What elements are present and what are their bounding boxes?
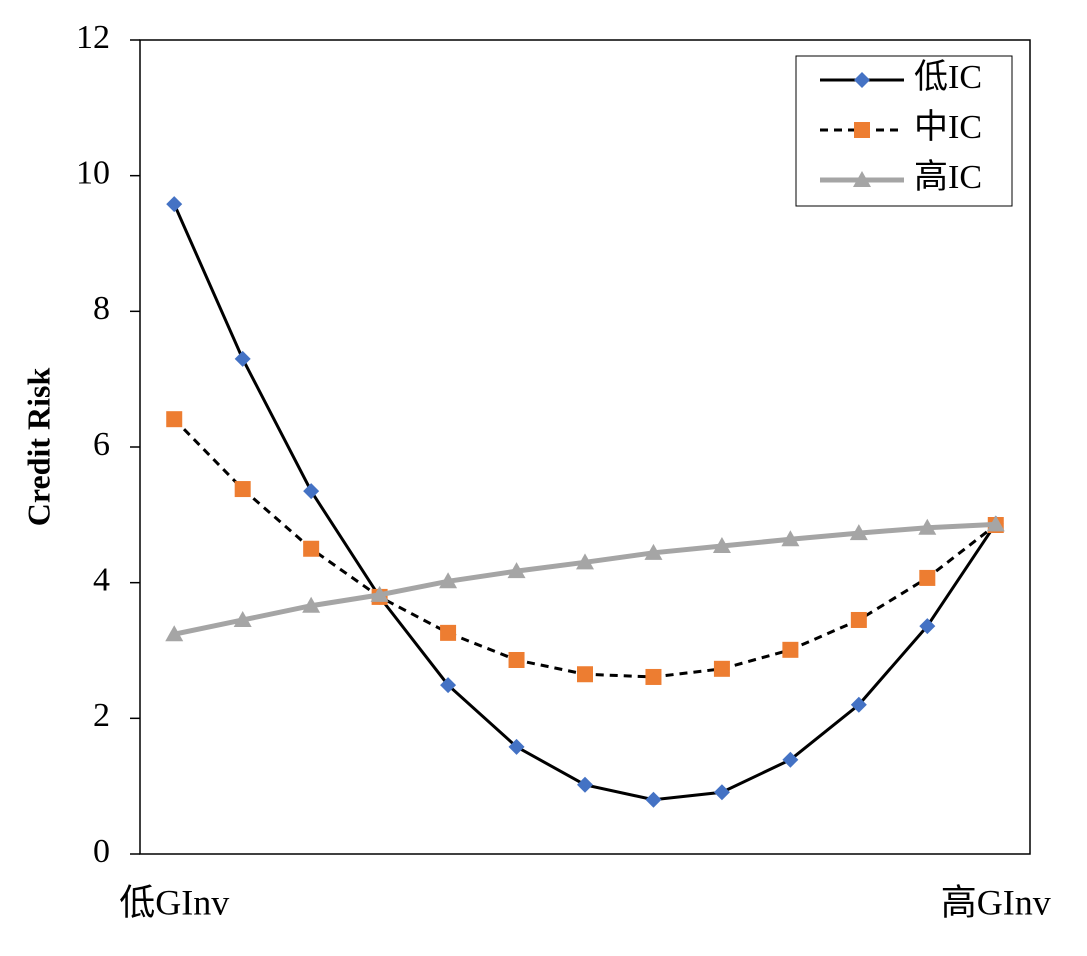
- data-point: [850, 611, 867, 628]
- data-point: [234, 481, 251, 498]
- data-point: [303, 483, 320, 500]
- data-point: [440, 624, 457, 641]
- y-axis-title: Credit Risk: [20, 368, 56, 527]
- legend: 低IC 中IC 高IC: [795, 55, 1013, 207]
- y-tick-label: 2: [93, 697, 110, 734]
- legend-label: 高IC: [914, 158, 982, 196]
- data-point: [303, 540, 320, 557]
- legend-marker: [854, 122, 870, 138]
- data-point: [508, 651, 525, 668]
- y-tick-label: 4: [93, 561, 110, 598]
- legend-label: 中IC: [914, 108, 982, 146]
- data-point: [919, 618, 936, 635]
- data-point: [782, 641, 799, 658]
- x-tick-label: 低GInv: [119, 882, 229, 922]
- data-point: [713, 784, 730, 801]
- data-point: [165, 625, 184, 642]
- x-tick-label: 高GInv: [941, 882, 1051, 922]
- y-tick-label: 0: [93, 833, 110, 870]
- data-point: [234, 350, 251, 367]
- data-point: [440, 677, 457, 694]
- data-point: [166, 411, 183, 428]
- data-point: [576, 553, 594, 570]
- data-point: [644, 543, 663, 560]
- data-point: [645, 668, 662, 685]
- y-tick-label: 6: [93, 426, 110, 463]
- data-point: [507, 562, 526, 579]
- data-point: [370, 585, 389, 602]
- data-point: [918, 518, 937, 535]
- data-point: [782, 751, 799, 768]
- y-tick-label: 12: [76, 19, 110, 56]
- data-point: [713, 660, 730, 677]
- legend-label: 低IC: [914, 59, 982, 96]
- legend-marker: [853, 171, 871, 187]
- legend-marker: [854, 72, 870, 88]
- data-point: [302, 596, 321, 613]
- data-point: [439, 572, 458, 589]
- data-point: [712, 537, 731, 554]
- data-point: [233, 610, 252, 627]
- data-point: [577, 776, 593, 793]
- y-tick-label: 8: [93, 290, 110, 327]
- data-point: [986, 515, 1005, 532]
- data-point: [508, 738, 525, 755]
- data-point: [919, 569, 936, 586]
- data-point: [645, 791, 662, 808]
- data-point: [850, 696, 867, 713]
- data-point: [781, 530, 800, 547]
- y-tick-label: 10: [76, 154, 110, 191]
- data-point: [166, 196, 183, 213]
- data-point: [577, 666, 593, 683]
- data-point: [849, 524, 868, 541]
